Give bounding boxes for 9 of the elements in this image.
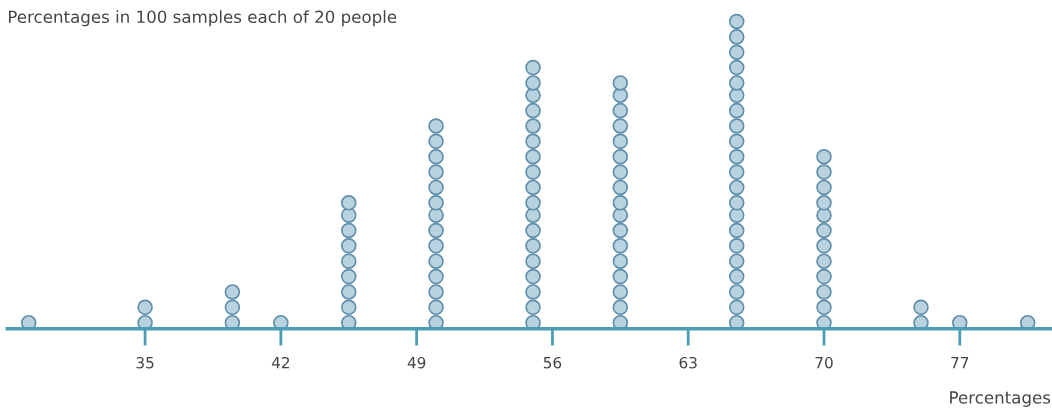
x-tick-label: 77 — [951, 357, 969, 369]
chart-title: Percentages in 100 samples each of 20 people — [9, 10, 397, 27]
x-tick-label: 70 — [815, 356, 833, 369]
x-tick-label: 49 — [407, 356, 426, 369]
x-tick-label: 63 — [679, 356, 697, 369]
x-tick-label: 56 — [543, 356, 562, 369]
x-tick-label: 42 — [271, 356, 290, 369]
x-tick-label: 35 — [136, 356, 154, 369]
x-axis-title: Percentages — [950, 391, 1051, 407]
